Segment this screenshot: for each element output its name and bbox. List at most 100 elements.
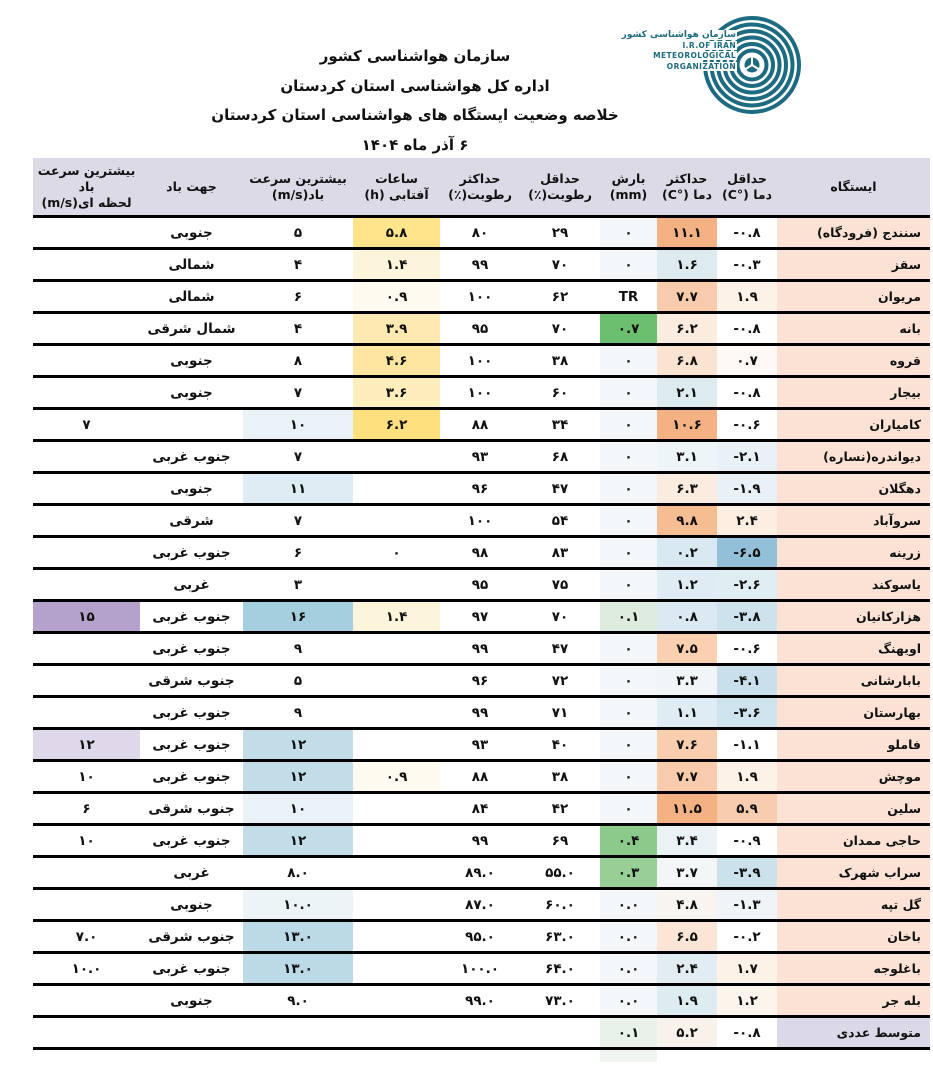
wdir-cell: جنوب غربی	[152, 640, 231, 657]
table-row: سقز -۰.۳ ۱.۶ ۰ ۷۰ ۹۹ ۱.۴ ۴ شمالی	[33, 250, 930, 282]
precip-cell: ۰	[600, 506, 657, 535]
sun-value: ۰.۹	[385, 288, 408, 305]
gust-cell	[33, 698, 140, 727]
tmin-cell: -۳.۸	[717, 602, 777, 631]
rhmax-cell: ۹۸	[440, 538, 520, 567]
rhmin-value: ۷۱	[551, 704, 569, 721]
rhmin-value: ۳۸	[551, 768, 569, 785]
sun-value: ۴.۶	[385, 352, 408, 369]
sun-cell: ۰.۹	[353, 282, 440, 311]
report-title: خلاصه وضعیت ایستگاه های هواشناسی استان ک…	[211, 106, 619, 124]
rhmax-cell: ۹۹.۰	[440, 986, 520, 1015]
tmax-cell: ۷.۷	[657, 282, 717, 311]
rhmax-value: ۹۳	[471, 736, 489, 753]
table-row: سلین ۵.۹ ۱۱.۵ ۰ ۴۲ ۸۴ ۱۰ جنوب شرقی ۶	[33, 794, 930, 826]
rhmax-value: ۹۹	[471, 832, 489, 849]
precip-cell: ۰	[600, 762, 657, 791]
sun-cell: ۵.۸	[353, 218, 440, 247]
rhmin-cell: ۴۲	[520, 794, 600, 823]
rhmin-cell	[520, 1018, 600, 1047]
rhmin-cell: ۳۸	[520, 346, 600, 375]
gust-cell	[33, 1018, 140, 1047]
rhmax-value: ۸۰	[471, 224, 489, 241]
sun-cell	[353, 794, 440, 823]
precip-cell: ۰	[600, 442, 657, 471]
tmin-cell: ۰.۷	[717, 346, 777, 375]
gust-cell	[33, 218, 140, 247]
station-cell: بله جر	[777, 986, 930, 1015]
rhmax-cell: ۱۰۰	[440, 506, 520, 535]
precip-value: ۰.۱	[617, 1024, 640, 1041]
tmin-value: -۰.۸	[733, 384, 761, 401]
rhmax-value: ۹۶	[471, 672, 489, 689]
tmin-value: -۰.۲	[733, 928, 761, 945]
tmin-cell: -۳.۶	[717, 698, 777, 727]
tmax-value: ۷.۷	[676, 288, 698, 305]
rhmin-cell: ۷۰	[520, 602, 600, 631]
sun-value: ۰.۹	[385, 768, 408, 785]
station-cell: بانه	[777, 314, 930, 343]
wind-value: ۷	[293, 512, 303, 529]
gust-cell: ۷.۰	[33, 922, 140, 951]
rhmin-cell: ۷۳.۰	[520, 986, 600, 1015]
rhmin-cell: ۴۷	[520, 474, 600, 503]
rhmax-value: ۹۷	[471, 608, 489, 625]
tmin-value: ۵.۹	[736, 800, 758, 817]
tmax-cell: ۷.۵	[657, 634, 717, 663]
stations-summary-table: ایستگاه حداقل دما (°C) حداکثر دما (°C) بارش (m…	[33, 158, 930, 1050]
tmin-value: ۱.۷	[736, 960, 758, 977]
rhmin-cell: ۶۳.۰	[520, 922, 600, 951]
header-cell-sun: ساعات آفتابی (h)	[364, 170, 429, 202]
rhmax-cell: ۹۹	[440, 698, 520, 727]
sun-cell: ۰	[353, 538, 440, 567]
wdir-cell: جنوب غربی	[152, 768, 231, 785]
precip-value: ۰.۴	[617, 832, 640, 849]
tmin-value: ۱.۲	[736, 992, 758, 1009]
pinwheel-icon	[743, 56, 761, 73]
gust-value: ۷	[82, 416, 91, 433]
header-cell-gust: بیشترین سرعت باد لحظه ای(m/s)	[37, 162, 136, 210]
wdir-cell: جنوبی	[170, 480, 213, 497]
tmin-value: -۰.۹	[733, 832, 761, 849]
rhmin-value: ۵۵.۰	[545, 864, 575, 881]
rhmax-value: ۹۵.۰	[465, 928, 495, 945]
gust-cell	[33, 282, 140, 311]
wind-value: ۱۲	[289, 832, 307, 849]
tmin-value: -۰.۳	[733, 256, 761, 273]
tmin-value: -۰.۶	[733, 416, 761, 433]
rhmax-cell: ۸۹.۰	[440, 858, 520, 887]
tmin-cell: -۱.۳	[717, 890, 777, 919]
precip-cell: ۰.۰	[600, 890, 657, 919]
table-row: اویهنگ -۰.۶ ۷.۵ ۰ ۴۷ ۹۹ ۹ جنوب غربی	[33, 634, 930, 666]
wdir-cell: جنوبی	[170, 224, 213, 241]
header-cell-station: ایستگاه	[830, 178, 877, 194]
header-cell-wind: بیشترین سرعت باد(m/s)	[249, 170, 347, 202]
tmin-value: ۰.۷	[736, 352, 758, 369]
rhmax-value: ۱۰۰.۰	[460, 960, 500, 977]
tmax-cell: ۱.۹	[657, 986, 717, 1015]
rhmax-cell: ۸۷.۰	[440, 890, 520, 919]
wind-value: ۱۰	[289, 416, 307, 433]
rhmax-value: ۹۳	[471, 448, 489, 465]
rhmax-value: ۹۹	[471, 640, 489, 657]
tmax-value: ۶.۲	[676, 320, 698, 337]
gust-value: ۱۰	[78, 768, 95, 785]
precip-value: ۰.۰	[617, 960, 640, 977]
tmin-value: -۱.۱	[733, 736, 761, 753]
wind-value: ۱۰.۰	[283, 896, 313, 913]
wind-cell: ۱۲	[243, 826, 353, 855]
tmax-value: ۲.۴	[676, 960, 698, 977]
precip-cell: ۰	[600, 346, 657, 375]
rhmin-value: ۴۷	[551, 640, 569, 657]
wind-cell: ۱۶	[243, 602, 353, 631]
sun-value: ۳.۶	[385, 384, 408, 401]
office-title: اداره کل هواشناسی استان کردستان	[280, 76, 550, 95]
sun-cell	[353, 634, 440, 663]
report-date: ۶ آذر ماه ۱۴۰۴	[361, 135, 469, 154]
precip-cell: ۰.۴	[600, 826, 657, 855]
table-row: دیواندره(نساره) -۲.۱ ۳.۱ ۰ ۶۸ ۹۳ ۷ جنوب غربی	[33, 442, 930, 474]
precip-cell: ۰	[600, 634, 657, 663]
wind-value: ۸	[293, 352, 303, 369]
rhmin-value: ۶۹	[551, 832, 569, 849]
wind-value: ۴	[293, 256, 303, 273]
